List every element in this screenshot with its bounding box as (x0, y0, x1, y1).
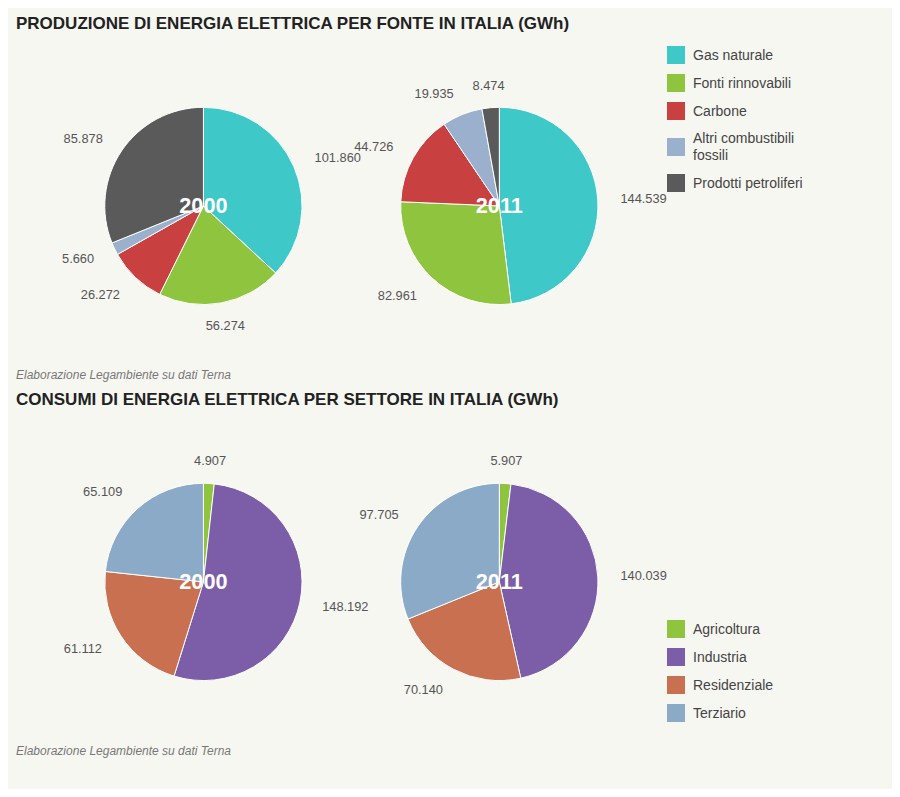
svg-text:4.907: 4.907 (194, 453, 226, 468)
html-text:PRODUZIONE DI ENERGIA ELETTRIC: PRODUZIONE DI ENERGIA ELETTRICA PER FONT… (16, 14, 570, 33)
html-text:CONSUMI DI ENERGIA ELETTRICA P: CONSUMI DI ENERGIA ELETTRICA PER SETTORE… (16, 390, 559, 409)
svg-text:2011: 2011 (476, 193, 523, 218)
svg-text:5.907: 5.907 (490, 453, 522, 468)
svg-text:82.961: 82.961 (378, 288, 417, 303)
svg-text:61.112: 61.112 (64, 641, 102, 656)
svg-text:70.140: 70.140 (404, 682, 443, 697)
svg-text:101.860: 101.860 (314, 149, 361, 165)
html-text:Prodotti petroliferi: Prodotti petroliferi (693, 174, 803, 191)
svg-text:85.878: 85.878 (64, 131, 103, 146)
html-text:Industria: Industria (693, 648, 747, 665)
svg-text:56.274: 56.274 (206, 318, 245, 333)
html-text:Agricoltura: Agricoltura (693, 620, 760, 637)
html-text:Elaborazione Legambiente su da: Elaborazione Legambiente su dati Terna (16, 744, 231, 758)
svg-text:8.474: 8.474 (473, 78, 505, 93)
svg-text:140.039: 140.039 (620, 568, 666, 583)
html-text:Elaborazione Legambiente su da: Elaborazione Legambiente su dati Terna (16, 368, 231, 382)
html-text:Carbone: Carbone (693, 102, 747, 119)
html-text:Terziario: Terziario (693, 704, 746, 721)
html-text:Gas naturale: Gas naturale (693, 46, 774, 63)
html-text:Residenziale: Residenziale (693, 676, 774, 693)
svg-text:5.660: 5.660 (62, 251, 94, 266)
html-text:Altri combustibili fossili: Altri combustibili fossili (693, 130, 795, 163)
svg-text:2000: 2000 (179, 569, 227, 594)
svg-text:148.192: 148.192 (322, 599, 368, 614)
svg-text:2000: 2000 (179, 193, 227, 218)
html-text:Fonti rinnovabili: Fonti rinnovabili (693, 74, 792, 91)
svg-text:97.705: 97.705 (359, 507, 398, 522)
svg-text:44.726: 44.726 (354, 139, 393, 154)
svg-text:2011: 2011 (476, 569, 523, 594)
svg-text:144.539: 144.539 (620, 191, 666, 206)
svg-text:65.109: 65.109 (83, 484, 122, 499)
svg-text:19.935: 19.935 (415, 86, 454, 101)
svg-text:26.272: 26.272 (81, 287, 120, 302)
